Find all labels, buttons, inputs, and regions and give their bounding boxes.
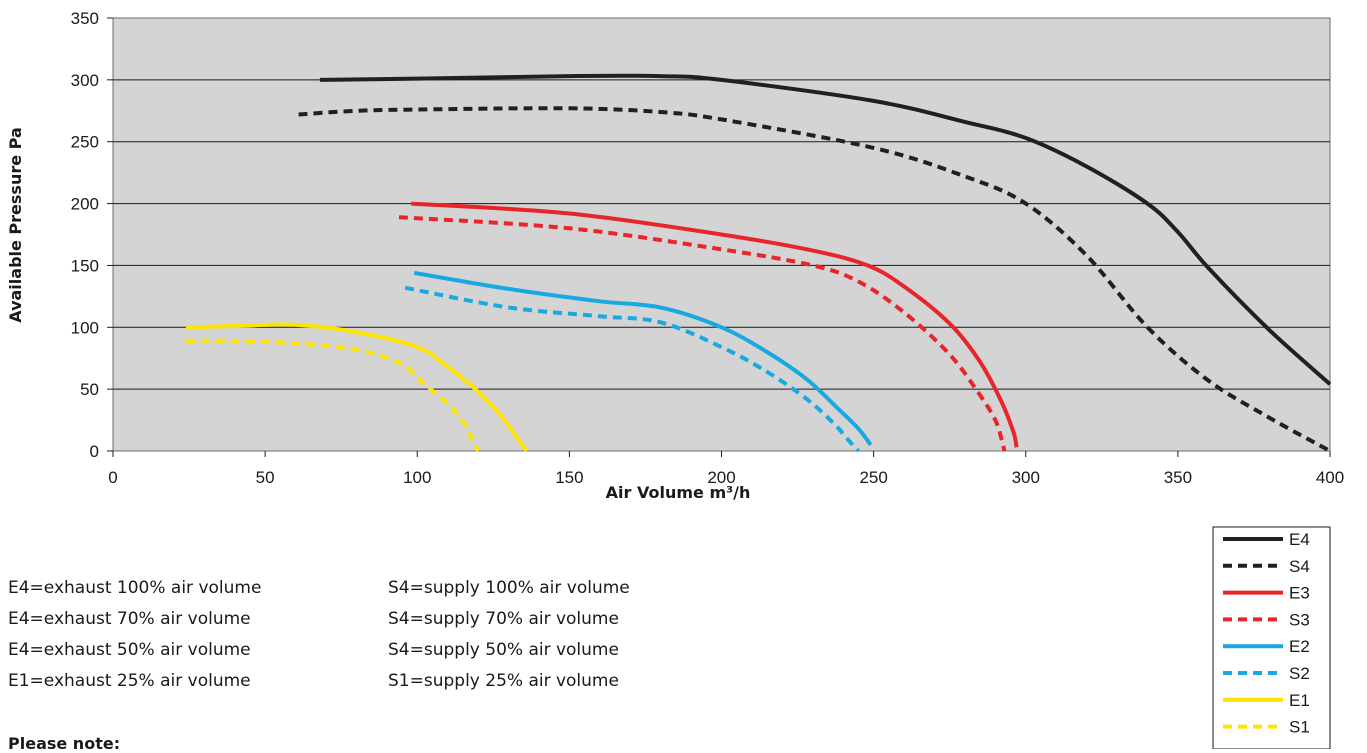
y-tick-label: 200 xyxy=(71,195,99,214)
legend-label-s2: S2 xyxy=(1289,664,1310,683)
y-tick-label: 100 xyxy=(71,318,99,337)
note-exhaust: E4=exhaust 70% air volume xyxy=(8,609,251,629)
x-tick-label: 300 xyxy=(1012,468,1040,487)
y-tick-label: 300 xyxy=(71,71,99,90)
legend-label-e3: E3 xyxy=(1289,584,1310,603)
note-exhaust: E4=exhaust 50% air volume xyxy=(8,640,251,660)
series-line-s1 xyxy=(185,338,480,452)
note-supply: S4=supply 70% air volume xyxy=(388,609,619,629)
x-tick-label: 400 xyxy=(1316,468,1344,487)
legend-box xyxy=(1212,526,1331,749)
y-tick-label: 150 xyxy=(71,256,99,275)
x-tick-label: 250 xyxy=(859,468,887,487)
legend-label-s1: S1 xyxy=(1289,718,1310,737)
series-line-e1 xyxy=(185,322,529,453)
legend-label-e4: E4 xyxy=(1289,530,1310,549)
note-supply: S4=supply 100% air volume xyxy=(388,578,630,598)
series-line-s3 xyxy=(398,215,1007,452)
series-line-e3 xyxy=(411,201,1019,448)
y-axis-title: Available Pressure Pa xyxy=(6,127,25,322)
y-tick-label: 0 xyxy=(90,442,99,461)
x-tick-label: 200 xyxy=(707,468,735,487)
x-tick-label: 150 xyxy=(555,468,583,487)
series-line-s4 xyxy=(298,106,1331,453)
series-line-e2 xyxy=(413,270,873,446)
x-tick-label: 50 xyxy=(256,468,275,487)
series-line-e4 xyxy=(319,73,1332,386)
series-line-s2 xyxy=(404,285,860,453)
note-exhaust: E1=exhaust 25% air volume xyxy=(8,671,251,691)
legend: E4 S4 E3 S3 E2 S2 E1 S1 xyxy=(1212,526,1331,749)
note-supply: S1=supply 25% air volume xyxy=(388,671,619,691)
legend-label-e1: E1 xyxy=(1289,691,1310,710)
y-tick-label: 50 xyxy=(80,380,99,399)
x-axis-title: Air Volume m³/h xyxy=(606,483,751,502)
y-tick-label: 350 xyxy=(71,9,99,28)
note-exhaust: E4=exhaust 100% air volume xyxy=(8,578,262,598)
please-note-heading: Please note: xyxy=(8,734,121,753)
legend-label-s4: S4 xyxy=(1289,557,1310,576)
x-tick-label: 100 xyxy=(403,468,431,487)
y-tick-label: 250 xyxy=(71,133,99,152)
legend-label-s3: S3 xyxy=(1289,610,1310,629)
x-tick-label: 350 xyxy=(1164,468,1192,487)
note-supply: S4=supply 50% air volume xyxy=(388,640,619,660)
x-tick-label: 0 xyxy=(108,468,117,487)
legend-label-e2: E2 xyxy=(1289,637,1310,656)
